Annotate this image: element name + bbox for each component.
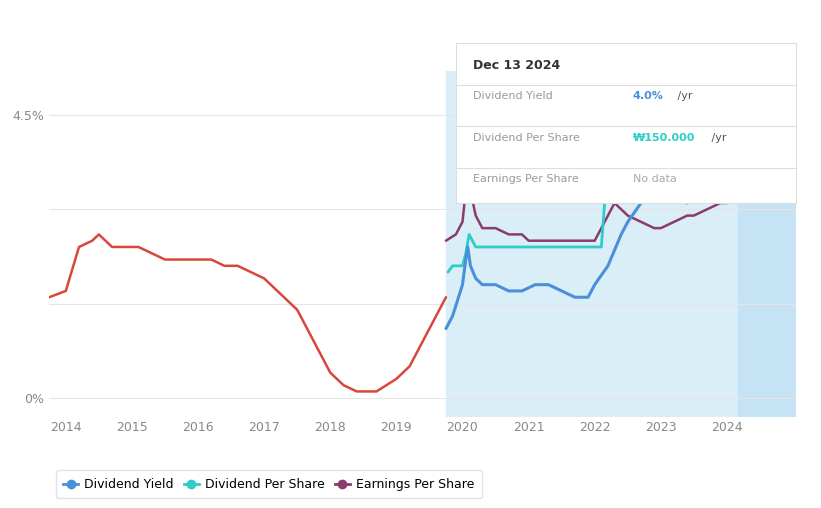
Text: /yr: /yr <box>674 91 692 101</box>
Bar <box>446 71 796 417</box>
Text: No data: No data <box>633 174 677 184</box>
Text: Dividend Per Share: Dividend Per Share <box>473 133 580 143</box>
Text: Dec 13 2024: Dec 13 2024 <box>473 59 560 72</box>
Text: Past: Past <box>741 149 764 159</box>
Text: Earnings Per Share: Earnings Per Share <box>473 174 579 184</box>
Text: /yr: /yr <box>708 133 727 143</box>
Text: 4.0%: 4.0% <box>633 91 663 101</box>
Legend: Dividend Yield, Dividend Per Share, Earnings Per Share: Dividend Yield, Dividend Per Share, Earn… <box>56 470 482 498</box>
Text: ₩150.000: ₩150.000 <box>633 133 695 143</box>
Text: Dividend Yield: Dividend Yield <box>473 91 553 101</box>
Bar <box>738 71 796 417</box>
